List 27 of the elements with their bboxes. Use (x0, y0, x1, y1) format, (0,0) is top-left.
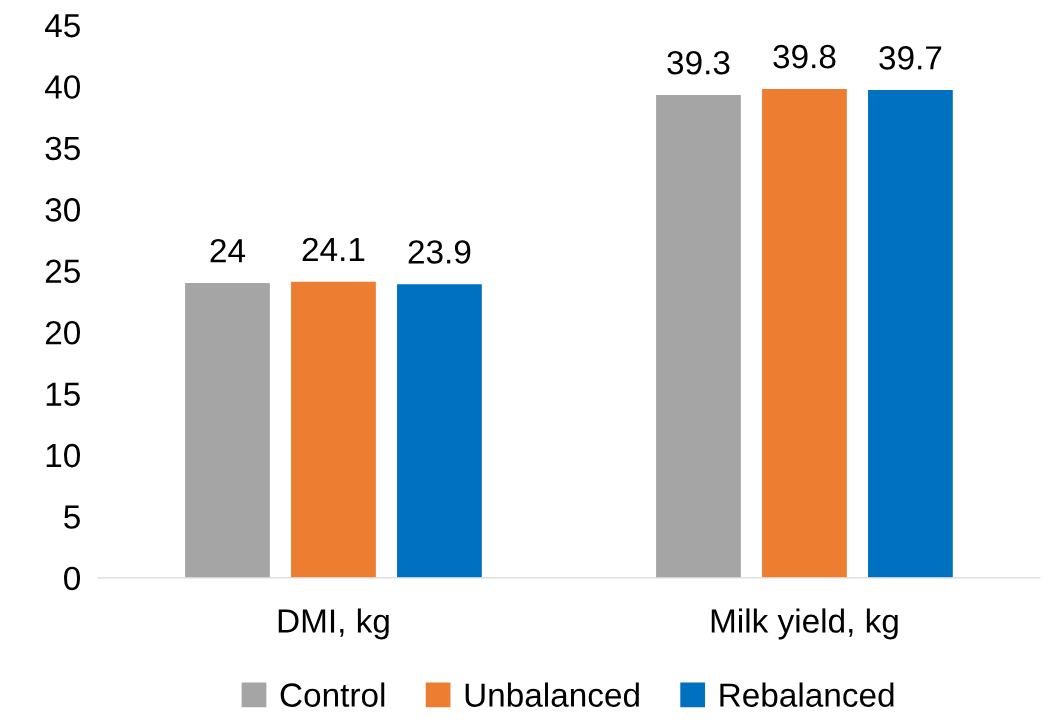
y-tick-label: 30 (45, 198, 80, 222)
data-label: 39.8 (773, 44, 836, 69)
y-tick-label: 15 (46, 382, 80, 406)
y-tick-label: 25 (45, 259, 80, 284)
y-tick-label: 40 (44, 75, 80, 99)
bar (656, 95, 741, 578)
legend-label: Control (280, 682, 385, 707)
data-label: 23.9 (408, 240, 471, 264)
y-tick-label: 45 (44, 14, 80, 38)
bar (868, 90, 953, 578)
x-tick-label: DMI, kg (278, 608, 389, 640)
y-tick-label: 5 (64, 505, 80, 529)
x-tick-label: Milk yield, kg (711, 608, 898, 640)
legend-label: Rebalanced (720, 682, 894, 707)
y-tick-label: 35 (45, 136, 80, 161)
data-label: 24.1 (302, 237, 365, 261)
data-label: 39.7 (879, 46, 942, 70)
bar (185, 282, 270, 578)
y-tick-label: 20 (45, 320, 80, 345)
bar (762, 88, 847, 578)
y-tick-label: 10 (46, 443, 80, 468)
legend-label: Unbalanced (465, 682, 639, 707)
bar (397, 284, 482, 578)
bar (291, 281, 376, 578)
y-tick-label: 0 (64, 566, 80, 591)
data-label: 39.3 (667, 50, 730, 75)
data-label: 24 (210, 238, 246, 263)
